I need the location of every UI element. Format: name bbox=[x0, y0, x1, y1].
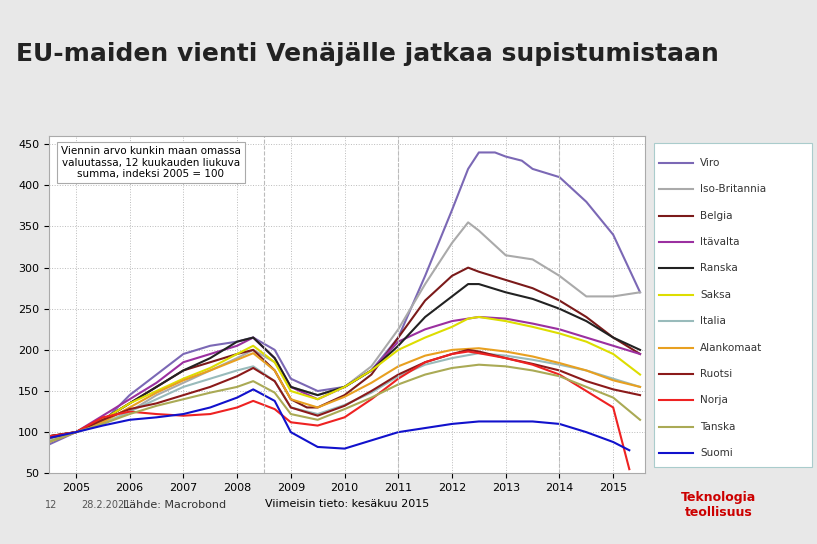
Text: Saksa: Saksa bbox=[700, 290, 731, 300]
Text: Ranska: Ranska bbox=[700, 263, 738, 274]
X-axis label: Viimeisin tieto: kesäkuu 2015: Viimeisin tieto: kesäkuu 2015 bbox=[265, 498, 430, 509]
Text: Alankomaat: Alankomaat bbox=[700, 343, 762, 353]
Text: EU-maiden vienti Venäjälle jatkaa supistumistaan: EU-maiden vienti Venäjälle jatkaa supist… bbox=[16, 42, 719, 66]
Text: Viro: Viro bbox=[700, 158, 721, 168]
Text: Teknologia
teollisuus: Teknologia teollisuus bbox=[681, 491, 757, 519]
Text: 28.2.2021: 28.2.2021 bbox=[82, 500, 131, 510]
Text: Lähde: Macrobond: Lähde: Macrobond bbox=[123, 500, 225, 510]
Text: Italia: Italia bbox=[700, 316, 726, 326]
Text: Viennin arvo kunkin maan omassa
valuutassa, 12 kuukauden liukuva
summa, indeksi : Viennin arvo kunkin maan omassa valuutas… bbox=[61, 146, 241, 180]
FancyBboxPatch shape bbox=[654, 143, 812, 467]
Text: Iso-Britannia: Iso-Britannia bbox=[700, 184, 766, 194]
Text: Ruotsi: Ruotsi bbox=[700, 369, 733, 379]
Text: Suomi: Suomi bbox=[700, 448, 733, 459]
Text: 12: 12 bbox=[45, 500, 57, 510]
Text: Tanska: Tanska bbox=[700, 422, 735, 432]
Text: Belgia: Belgia bbox=[700, 211, 733, 220]
Text: Itävalta: Itävalta bbox=[700, 237, 740, 247]
Text: Norja: Norja bbox=[700, 395, 728, 405]
